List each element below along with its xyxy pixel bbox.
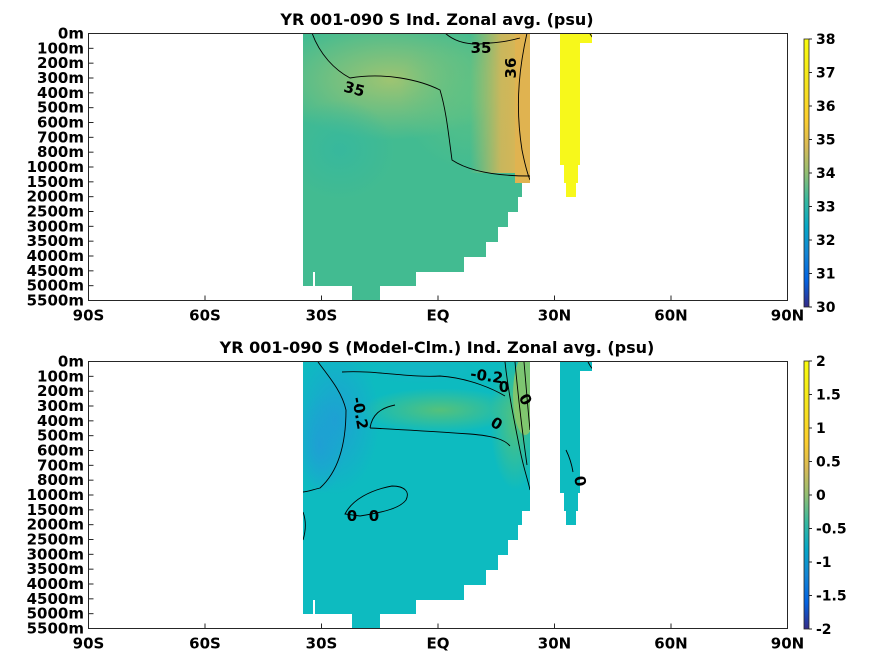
top-ytick-label: 5000m (27, 277, 84, 295)
top-cbtick-label: 35 (816, 133, 835, 149)
bottom-ytick-label: 5000m (27, 605, 84, 623)
bottom-contour-label-2: -0.2 (469, 365, 504, 387)
bottom-cbtick-label: 1 (816, 421, 826, 437)
top-ytick-label: 300m (37, 69, 84, 87)
top-ytick-label: 3000m (27, 217, 84, 235)
bottom-cbtick-label: 0.5 (816, 455, 841, 471)
top-contour-label-2: 36 (502, 58, 520, 79)
top-panel: YR 001-090 S Ind. Zonal avg. (psu) 35 36… (27, 10, 836, 325)
top-ytick-label: 4000m (27, 247, 84, 265)
bottom-y-ticks: 0m100m200m300m400m500m600m700m800m1000m1… (27, 353, 94, 638)
top-ytick-label: 100m (37, 39, 84, 57)
top-ytick-label: 200m (37, 54, 84, 72)
top-ytick-label: 0m (58, 25, 84, 43)
top-ytick-label: 2000m (27, 188, 84, 206)
bottom-contour-label-8: 0 (369, 507, 379, 525)
top-ytick-label: 3500m (27, 232, 84, 250)
top-contour-label-1: 35 (471, 39, 492, 57)
bottom-contour-label-1: -0.2 (348, 395, 371, 430)
bottom-cbtick-label: -1.5 (816, 589, 847, 605)
top-ytick-label: 500m (37, 99, 84, 117)
bottom-contour-label-7: 0 (347, 507, 357, 525)
bottom-xtick-label: 60N (654, 635, 687, 653)
top-contour-label-3: 35 (342, 78, 367, 101)
top-cbtick-label: 36 (816, 99, 835, 115)
bottom-ytick-label: 2500m (27, 531, 84, 549)
bottom-contour-label-6: 0 (570, 474, 590, 487)
top-xtick-label: 30S (306, 307, 338, 325)
bottom-ytick-label: 700m (37, 456, 84, 474)
top-xtick-label: 60S (189, 307, 221, 325)
bottom-ytick-label: 4000m (27, 575, 84, 593)
bottom-colorbar-ticks: -2 -1.5 -1 -0.5 0 0.5 1 1.5 2 (809, 354, 847, 638)
top-xtick-label: 60N (654, 307, 687, 325)
top-ytick-label: 1000m (27, 158, 84, 176)
bottom-ytick-label: 500m (37, 427, 84, 445)
top-cbtick-label: 37 (816, 66, 835, 82)
top-cbtick-label: 38 (816, 32, 835, 48)
bottom-xtick-label: 30S (306, 635, 338, 653)
top-cbtick-label: 33 (816, 200, 835, 216)
top-ytick-label: 800m (37, 143, 84, 161)
top-ytick-label: 600m (37, 114, 84, 132)
top-heatmap-field (303, 33, 592, 300)
top-colorbar (803, 38, 810, 308)
bottom-ytick-label: 3500m (27, 560, 84, 578)
top-cbtick-label: 34 (816, 166, 836, 182)
top-y-ticks: 0m100m200m300m400m500m600m700m800m1000m1… (27, 25, 94, 310)
top-ytick-label: 700m (37, 128, 84, 146)
bottom-chart-title: YR 001-090 S (Model-Clm.) Ind. Zonal avg… (219, 338, 655, 357)
top-xtick-label: 90S (73, 307, 105, 325)
bottom-cbtick-label: 1.5 (816, 388, 841, 404)
bottom-xtick-label: 60S (189, 635, 221, 653)
bottom-colorbar (803, 360, 810, 630)
top-colorbar-ticks: 30 31 32 33 34 35 36 37 38 (809, 32, 836, 316)
bottom-panel: YR 001-090 S (Model-Clm.) Ind. Zonal avg… (27, 338, 847, 653)
bottom-x-ticks: 90S 60S 30S EQ 30N 60N 90N (73, 623, 804, 653)
bottom-ytick-label: 100m (37, 367, 84, 385)
top-xtick-label: 90N (771, 307, 804, 325)
top-ytick-label: 1500m (27, 173, 84, 191)
bottom-ytick-label: 5500m (27, 620, 84, 638)
top-xtick-label: EQ (427, 307, 450, 325)
bottom-ytick-label: 200m (37, 382, 84, 400)
bottom-ytick-label: 1500m (27, 501, 84, 519)
bottom-ytick-label: 600m (37, 442, 84, 460)
bottom-ytick-label: 300m (37, 397, 84, 415)
bottom-ytick-label: 1000m (27, 486, 84, 504)
top-ytick-label: 2500m (27, 203, 84, 221)
bottom-cbtick-label: -1 (816, 555, 832, 571)
bottom-xtick-label: 30N (538, 635, 571, 653)
top-ytick-label: 5500m (27, 292, 84, 310)
bottom-xtick-label: 90S (73, 635, 105, 653)
top-xtick-label: 30N (538, 307, 571, 325)
top-ytick-label: 4500m (27, 262, 84, 280)
top-cbtick-label: 31 (816, 267, 835, 283)
bottom-ytick-label: 0m (58, 353, 84, 371)
bottom-cbtick-label: 0 (816, 488, 826, 504)
top-cbtick-label: 30 (816, 300, 836, 316)
top-chart-title: YR 001-090 S Ind. Zonal avg. (psu) (279, 10, 593, 29)
top-x-ticks: 90S 60S 30S EQ 30N 60N 90N (73, 295, 804, 325)
bottom-ytick-label: 400m (37, 412, 84, 430)
bottom-ytick-label: 4500m (27, 590, 84, 608)
bottom-contour-label-3: 0 (499, 378, 509, 396)
top-cbtick-label: 32 (816, 233, 835, 249)
bottom-ytick-label: 800m (37, 471, 84, 489)
bottom-heatmap-field (303, 361, 592, 628)
bottom-ytick-label: 2000m (27, 516, 84, 534)
bottom-cbtick-label: -0.5 (816, 522, 847, 538)
top-ytick-label: 400m (37, 84, 84, 102)
bottom-xtick-label: EQ (427, 635, 450, 653)
bottom-ytick-label: 3000m (27, 545, 84, 563)
bottom-cbtick-label: 2 (816, 354, 826, 370)
bottom-cbtick-label: -2 (816, 622, 832, 638)
bottom-xtick-label: 90N (771, 635, 804, 653)
